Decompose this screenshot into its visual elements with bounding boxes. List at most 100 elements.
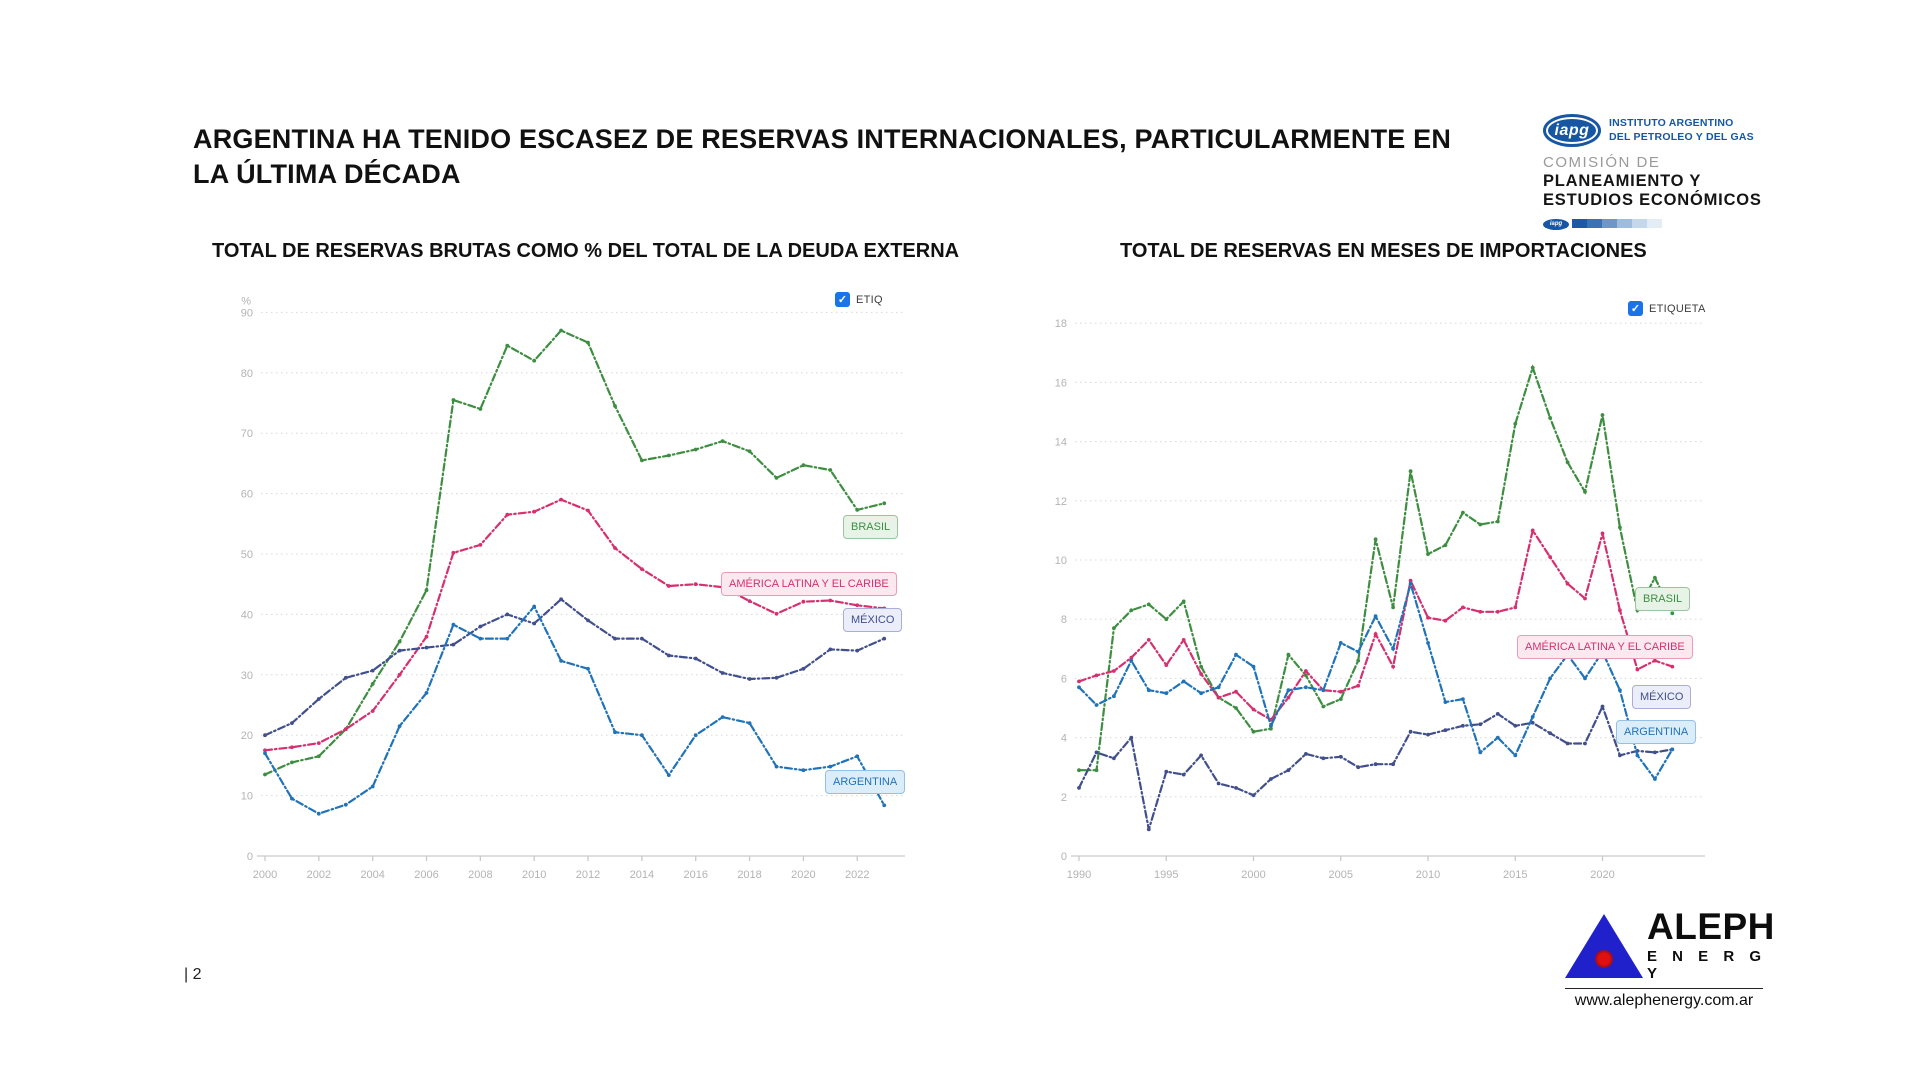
data-point [370,668,375,673]
x-tick-label: 2010 [1416,869,1440,881]
data-point [290,760,294,765]
data-point [774,675,779,680]
data-point [1670,611,1675,616]
aleph-brand-name: ALEPH [1647,906,1775,947]
data-point [1304,669,1308,673]
iapg-gradient-square [1587,219,1602,228]
data-point [1338,697,1343,701]
iapg-gradient-square [1632,219,1647,228]
data-point [1461,697,1465,701]
y-tick-label: 10 [1055,555,1067,567]
data-point [1635,608,1640,613]
iapg-mini-oval-icon: iapg [1543,218,1569,230]
data-point [290,745,294,750]
data-point [1495,609,1500,614]
y-axis-unit-label: % [241,295,251,307]
data-point [747,677,752,681]
data-point [1077,679,1081,684]
data-point [316,697,321,701]
data-point [532,621,537,626]
data-point [828,598,833,603]
data-point [640,567,644,571]
data-point [693,733,698,738]
data-point [613,636,617,641]
data-point [1653,575,1657,580]
x-tick-label: 2000 [253,869,277,881]
data-point [1094,673,1099,678]
data-point [1618,608,1622,613]
x-tick-label: 1990 [1067,869,1091,881]
y-tick-label: 4 [1061,733,1067,745]
etiqueta-toggle-right[interactable]: ✓ ETIQUETA [1628,301,1706,316]
series-line-0 [263,329,886,776]
data-point [1513,605,1518,610]
data-point [370,709,375,713]
data-point [1443,728,1448,733]
y-tick-label: 20 [241,730,253,742]
data-point [747,599,752,603]
data-point [801,599,806,604]
y-tick-label: 30 [241,670,253,682]
left-plot-area: 0 10 20 30 40 50 60 70 80 90 2000 2002 2004 2006 2008 2… [190,290,920,900]
data-point [1321,756,1326,761]
data-point [559,597,563,602]
series-line-1 [1077,527,1674,722]
data-point [1164,691,1169,696]
data-point [1146,688,1151,693]
data-point [559,659,563,663]
data-point [1234,689,1238,694]
data-point [1077,685,1081,690]
y-tick-label: 50 [241,549,253,561]
data-point [478,543,483,547]
y-tick-label: 0 [1061,851,1067,863]
data-point [343,675,348,680]
data-point [1600,531,1605,536]
commission-line1: COMISIÓN DE [1543,154,1661,171]
data-point [1583,490,1587,494]
data-point [316,754,321,759]
data-point [1269,723,1273,728]
data-point [1199,672,1203,676]
checkbox-label: ETIQ [856,293,883,306]
left-chart-title: TOTAL DE RESERVAS BRUTAS COMO % DEL TOTA… [212,240,960,262]
data-point [828,764,833,769]
data-point [1443,700,1448,704]
data-point [1635,667,1640,672]
checkbox-checked-icon[interactable]: ✓ [835,292,850,307]
data-point [1548,676,1552,681]
data-point [451,642,456,647]
data-point [1618,753,1622,758]
y-tick-label: 10 [241,791,253,803]
data-point [397,648,402,653]
data-point [1565,741,1570,746]
iapg-institute-line2: DEL PETROLEO Y DEL GAS [1609,130,1754,143]
aleph-website[interactable]: www.alephenergy.com.ar [1574,992,1754,1009]
data-point [316,811,321,816]
checkbox-checked-icon[interactable]: ✓ [1628,301,1643,316]
data-point [1408,581,1413,586]
iapg-gradient-bar: iapg [1543,215,1773,233]
data-point [263,772,267,777]
data-point [1670,664,1675,669]
data-point [1304,752,1308,756]
data-point [1373,762,1378,767]
y-tick-label: 12 [1055,496,1067,508]
data-point [1304,685,1308,690]
data-point [1530,365,1535,370]
data-point [505,612,510,617]
data-point [424,645,429,650]
data-point [1356,658,1361,663]
data-point [1251,664,1256,669]
y-tick-label: 18 [1055,318,1067,330]
data-point [1495,712,1500,716]
data-point [855,508,860,512]
y-tick-label: 16 [1055,377,1067,389]
data-point [801,666,806,671]
x-tick-label: 2014 [630,869,654,881]
etiqueta-toggle-left[interactable]: ✓ ETIQ [835,292,883,307]
iapg-logo: iapg INSTITUTO ARGENTINO DEL PETROLEO Y … [1543,114,1773,233]
data-point [1478,522,1483,527]
series-line-3 [263,604,886,815]
data-point [882,606,887,611]
data-point [882,803,887,808]
